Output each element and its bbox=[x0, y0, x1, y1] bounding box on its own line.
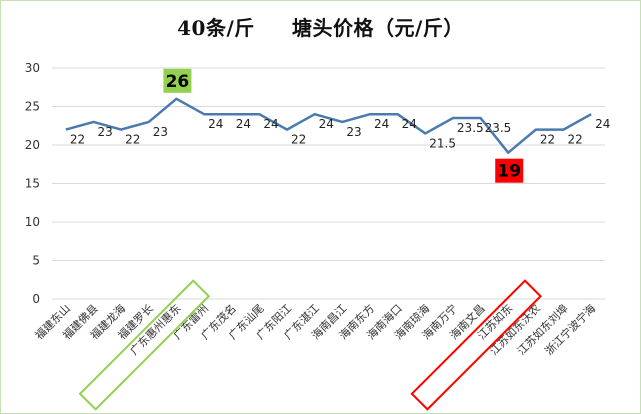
data-label: 24 bbox=[402, 117, 417, 131]
data-label: 23 bbox=[153, 125, 168, 139]
data-label: 22 bbox=[540, 133, 555, 147]
callout-box bbox=[163, 68, 192, 93]
data-label: 24 bbox=[263, 117, 278, 131]
y-tick-label: 0 bbox=[32, 292, 40, 306]
series-lines bbox=[65, 97, 592, 154]
data-label: 22 bbox=[70, 133, 85, 147]
data-label: 24 bbox=[208, 117, 223, 131]
data-label: 23.5 bbox=[485, 121, 512, 135]
y-tick-label: 15 bbox=[25, 177, 40, 191]
data-label: 24 bbox=[374, 117, 389, 131]
callout-label: 19 bbox=[497, 162, 521, 182]
data-label: 24 bbox=[319, 117, 334, 131]
highlight-box bbox=[78, 279, 211, 411]
chart-title: 40条/斤 塘头价格（元/斤） bbox=[177, 16, 464, 40]
y-tick-label: 5 bbox=[32, 254, 40, 268]
data-label: 24 bbox=[595, 117, 610, 131]
data-label: 24 bbox=[236, 117, 251, 131]
y-axis-ticks: 0 5 10 15 20 25 30 bbox=[25, 61, 40, 306]
highlight-box bbox=[410, 279, 542, 411]
data-label: 23.5 bbox=[457, 121, 484, 135]
gridlines bbox=[52, 67, 605, 300]
callout-label: 26 bbox=[166, 72, 190, 92]
data-label: 22 bbox=[568, 133, 583, 147]
callout-box bbox=[495, 158, 524, 183]
x-axis-ticks: 福建东山福建佛县福建龙海福建罗长广东惠州惠东广东雷州广东茂名广东汕尾广东阳江广东… bbox=[32, 301, 598, 358]
data-label: 22 bbox=[125, 133, 140, 147]
y-tick-label: 25 bbox=[25, 100, 40, 114]
data-label: 23 bbox=[346, 125, 361, 139]
y-tick-label: 30 bbox=[25, 61, 40, 75]
callouts: 26 19 bbox=[163, 68, 524, 183]
data-label: 21.5 bbox=[429, 136, 456, 150]
highlight-boxes bbox=[78, 279, 542, 411]
data-label: 22 bbox=[291, 133, 306, 147]
series-line bbox=[65, 97, 592, 154]
y-tick-label: 10 bbox=[25, 215, 40, 229]
data-label: 23 bbox=[97, 125, 112, 139]
y-tick-label: 20 bbox=[25, 138, 40, 152]
